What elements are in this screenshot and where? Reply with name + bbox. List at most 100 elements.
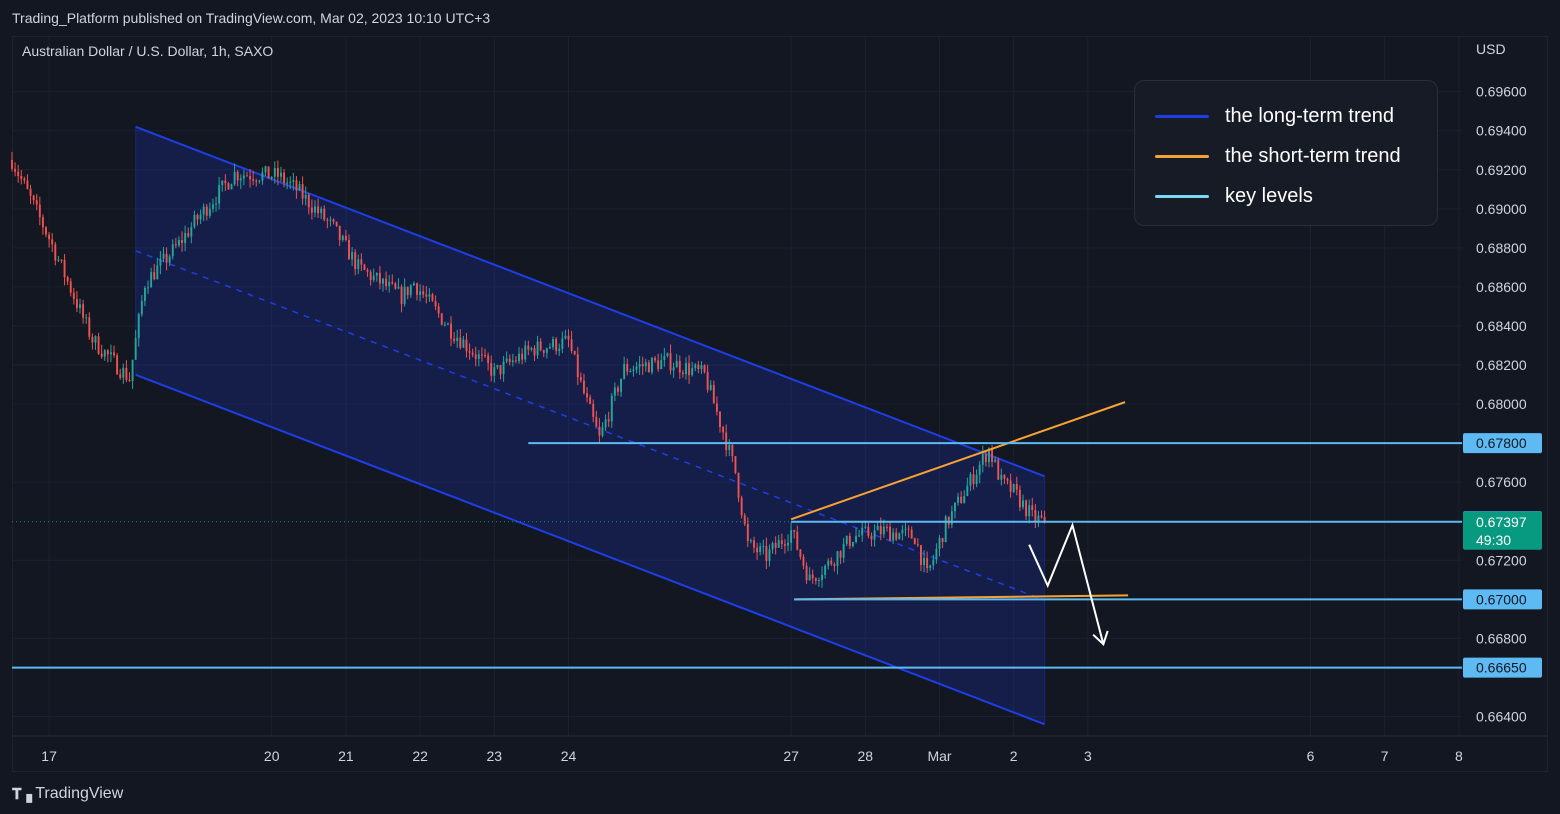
candle-body <box>592 403 595 417</box>
candle-body <box>552 338 555 348</box>
symbol-title[interactable]: Australian Dollar / U.S. Dollar, 1h, SAX… <box>22 43 274 59</box>
candle-body <box>91 336 94 343</box>
candle-body <box>870 535 873 540</box>
candle-body <box>122 367 125 378</box>
top-bar: Trading_Platform published on TradingVie… <box>0 0 1560 36</box>
candle-body <box>116 355 119 375</box>
candle-body <box>437 306 440 314</box>
candle-body <box>459 337 462 348</box>
candle-body <box>242 175 245 179</box>
candle-body <box>882 526 885 535</box>
candle-body <box>864 526 867 528</box>
candle-body <box>583 380 585 394</box>
candle-body <box>335 221 338 226</box>
candle-body <box>453 338 456 341</box>
candle-body <box>177 240 180 246</box>
candle-body <box>610 395 613 422</box>
candle-body <box>369 271 372 281</box>
candle-body <box>626 363 629 372</box>
candle-body <box>660 360 663 370</box>
candle-body <box>69 281 72 293</box>
candle-body <box>276 168 279 177</box>
candle-body <box>428 294 431 297</box>
candle-body <box>26 180 29 189</box>
long-term-swatch <box>1155 114 1209 118</box>
key-level-badge-label: 0.67800 <box>1476 435 1527 451</box>
candle-body <box>462 339 465 348</box>
price-tick-label: 0.68000 <box>1476 396 1527 412</box>
candle-body <box>196 214 199 220</box>
candle-body <box>635 366 638 370</box>
candle-body <box>134 338 137 360</box>
candle-body <box>51 239 54 245</box>
candle-body <box>499 365 502 375</box>
forecast-path <box>1028 521 1105 645</box>
candle-body <box>38 204 41 218</box>
candle-body <box>440 313 443 325</box>
candle-body <box>641 363 644 367</box>
candle-body <box>663 355 666 361</box>
candle-body <box>981 454 984 465</box>
candle-body <box>926 557 929 569</box>
candle-body <box>814 578 817 581</box>
candle-body <box>329 219 332 221</box>
candle-body <box>623 363 626 379</box>
candle-body <box>675 360 678 368</box>
tradingview-logo[interactable]: 𝐓▗ TradingView <box>12 785 123 803</box>
published-info: Trading_Platform published on TradingVie… <box>12 10 491 26</box>
candle-body <box>193 214 196 228</box>
candle-body <box>700 365 703 370</box>
candle-body <box>848 535 851 547</box>
candle-body <box>907 528 910 530</box>
candle-body <box>817 579 820 581</box>
short-term-upper-line <box>790 401 1126 521</box>
candle-body <box>474 354 477 359</box>
candle-body <box>861 527 864 536</box>
candle-body <box>765 546 768 561</box>
candle-body <box>879 525 882 535</box>
candle-body <box>876 525 879 531</box>
candle-body <box>756 547 759 553</box>
candle-body <box>258 180 261 182</box>
legend-label-key-levels: key levels <box>1225 184 1313 207</box>
forecast-arrowhead <box>1092 630 1109 647</box>
candle-body <box>564 335 567 339</box>
candle-body <box>212 204 214 209</box>
candle-body <box>1022 500 1024 508</box>
currency-label: USD <box>1476 41 1506 57</box>
candle-body <box>728 445 731 451</box>
candle-body <box>644 362 647 367</box>
candle-body <box>746 523 749 541</box>
candle-body <box>620 378 623 392</box>
candle-body <box>360 259 363 265</box>
candle-body <box>885 526 888 528</box>
candle-body <box>576 354 579 378</box>
candle-body <box>954 502 956 512</box>
candle-body <box>320 208 323 214</box>
candle-body <box>23 178 26 181</box>
candle-body <box>385 278 388 287</box>
candle-body <box>224 180 227 184</box>
candle-body <box>85 317 88 319</box>
bottom-bar <box>0 772 1560 814</box>
candle-body <box>199 214 202 220</box>
candle-body <box>833 564 836 567</box>
candle-body <box>184 233 187 244</box>
candle-body <box>916 544 919 546</box>
candle-body <box>604 419 607 428</box>
candle-body <box>555 338 558 351</box>
legend-item-long-term: the long-term trend <box>1155 101 1394 131</box>
key-levels-swatch <box>1155 194 1209 198</box>
candle-body <box>208 208 211 216</box>
candle-body <box>548 347 551 349</box>
candle-body <box>348 240 350 260</box>
channel-fill <box>135 126 1045 725</box>
key-level-badge-label: 0.66650 <box>1476 660 1527 676</box>
candle-body <box>477 354 480 359</box>
candle-body <box>45 227 47 235</box>
candle-body <box>889 526 891 541</box>
candle-body <box>456 337 459 341</box>
candle-body <box>1037 515 1040 522</box>
candle-body <box>341 235 344 240</box>
